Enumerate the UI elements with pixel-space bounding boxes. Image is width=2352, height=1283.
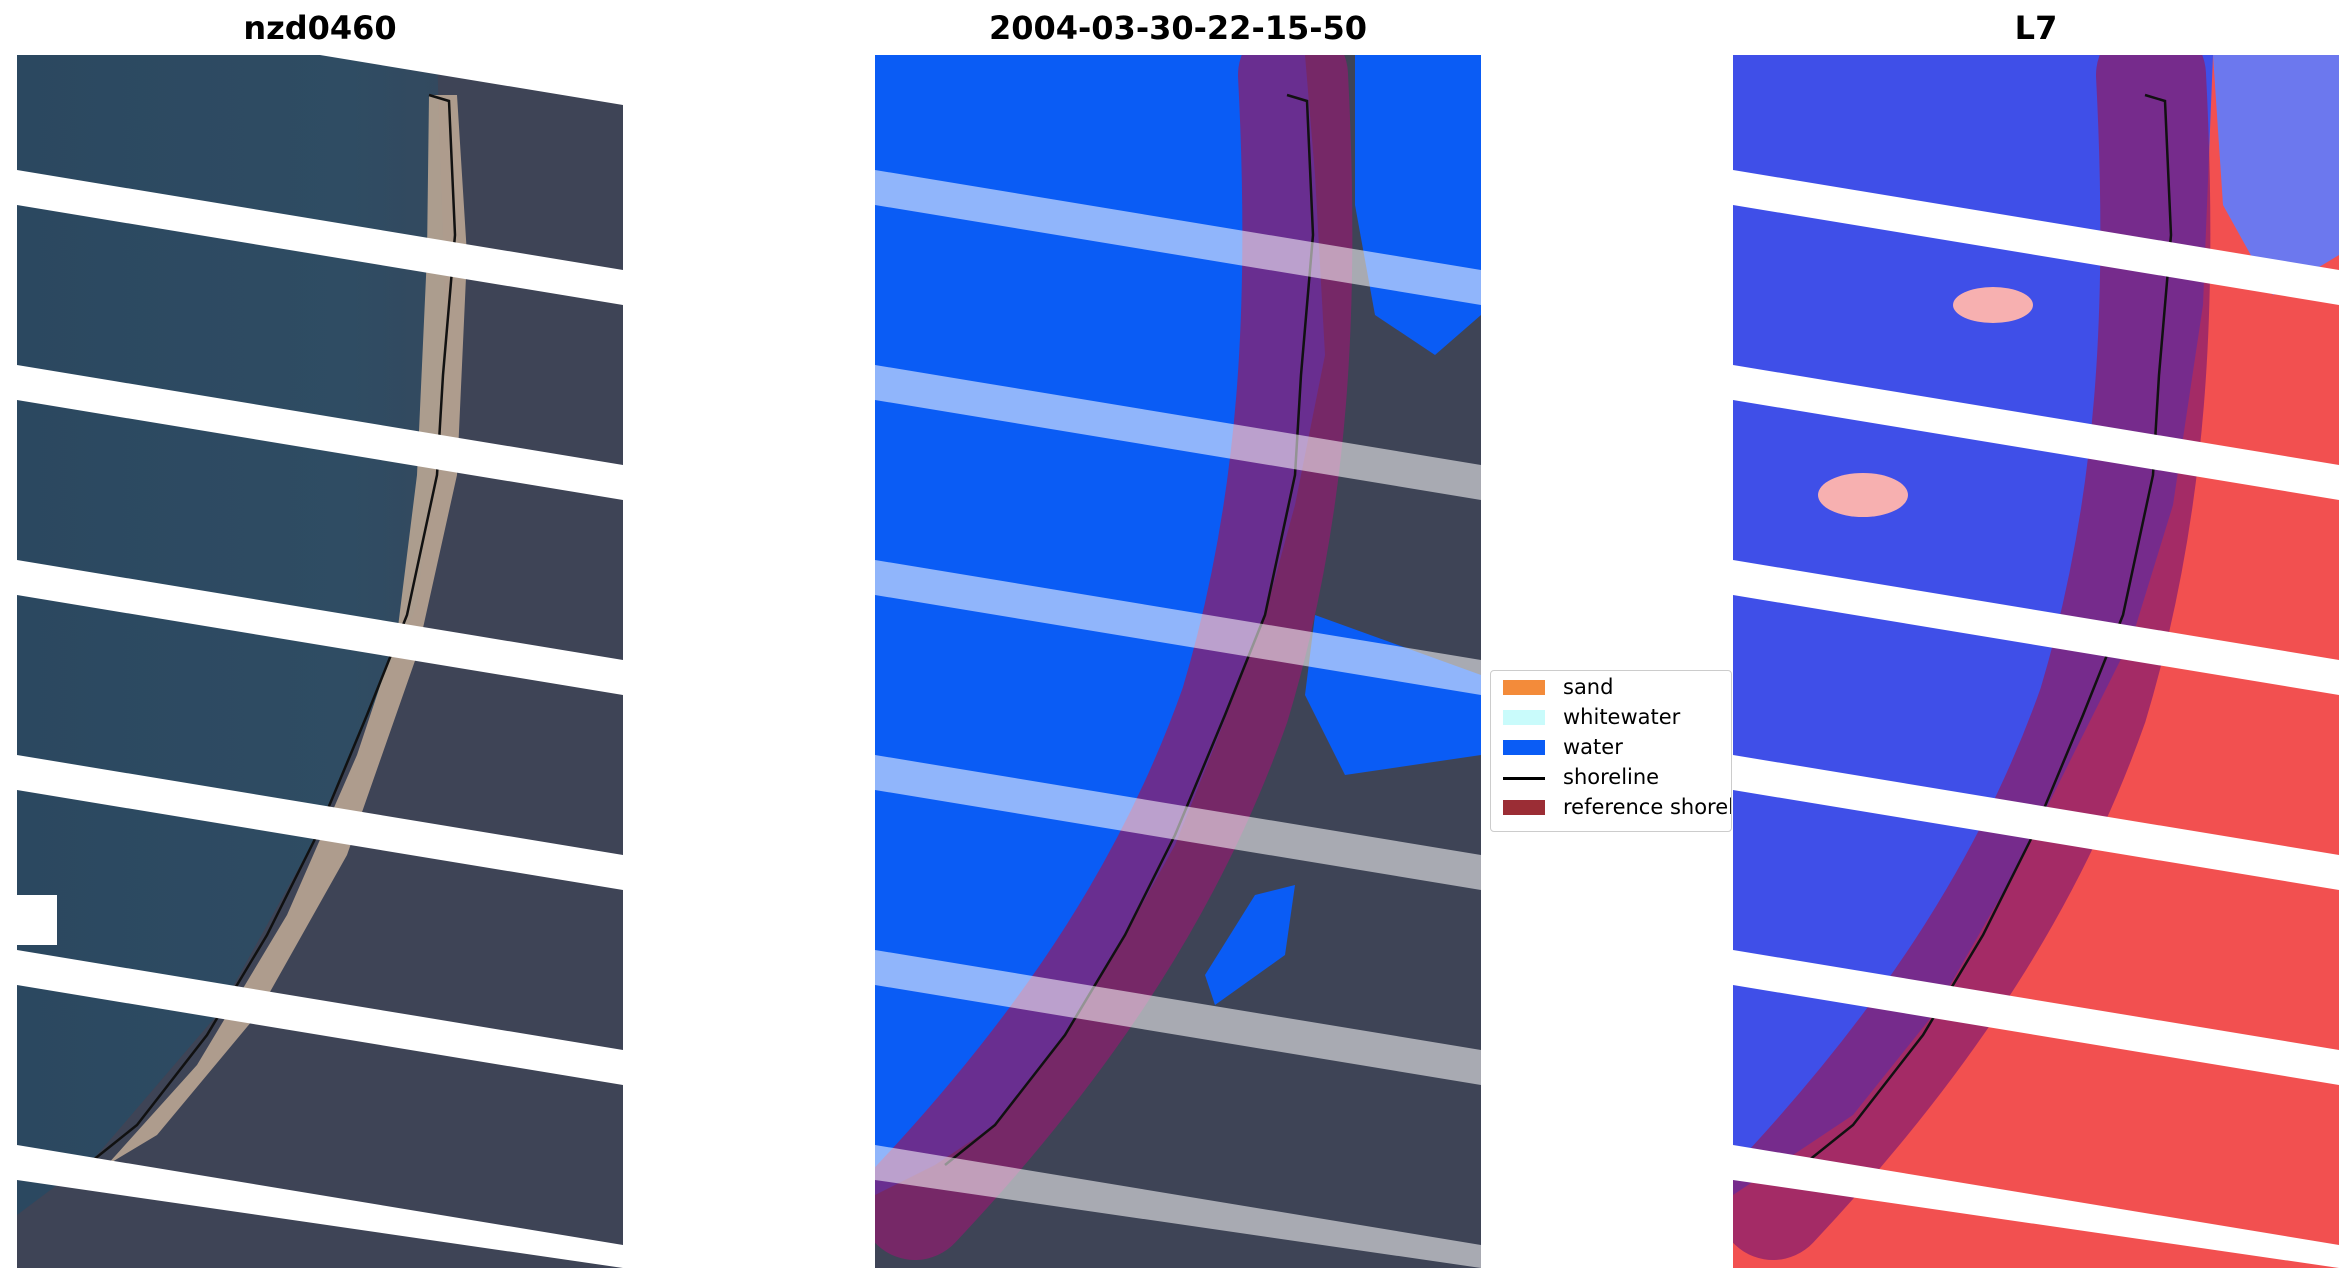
- classified-satellite-image: [875, 55, 1481, 1268]
- legend-swatch-shoreline: [1503, 777, 1545, 780]
- panel-title-classified: 2004-03-30-22-15-50: [988, 9, 1368, 47]
- sand-strip: [107, 95, 467, 1165]
- cloud-patch: [1953, 287, 2033, 323]
- scan-line-gaps: [1733, 170, 2339, 1268]
- legend-item-reference-shoreline: reference shoreline: [1497, 795, 1731, 819]
- detected-shoreline: [86, 93, 457, 1166]
- scan-line-gaps: [875, 170, 1481, 1268]
- legend-swatch-reference-shoreline: [1503, 800, 1545, 815]
- legend-swatch-whitewater: [1503, 710, 1545, 725]
- detected-shoreline: [1802, 93, 2173, 1166]
- legend-swatch-water: [1503, 740, 1545, 755]
- index-image-panel: [1733, 55, 2339, 1268]
- negative-index-lagoon: [2213, 55, 2339, 295]
- legend-label-shoreline: shoreline: [1563, 765, 1660, 789]
- legend-label-water: water: [1563, 735, 1623, 759]
- panel-title-index: L7: [2014, 9, 2058, 47]
- detected-shoreline: [944, 93, 1315, 1166]
- legend-item-whitewater: whitewater: [1497, 705, 1731, 729]
- scan-line-gaps: [17, 55, 623, 1268]
- rgb-image-panel: [17, 55, 623, 1268]
- legend-item-sand: sand: [1497, 675, 1731, 699]
- reference-shoreline-buffer: [1733, 55, 2211, 1260]
- legend: sand whitewater water shoreline referenc…: [1490, 670, 1732, 832]
- legend-item-shoreline: shoreline: [1497, 765, 1731, 789]
- panel-title-rgb: nzd0460: [243, 9, 397, 47]
- legend-label-sand: sand: [1563, 675, 1614, 699]
- legend-swatch-sand: [1503, 680, 1545, 695]
- cloud-patch: [1818, 473, 1908, 517]
- legend-item-water: water: [1497, 735, 1731, 759]
- legend-label-reference-shoreline: reference shoreline: [1563, 795, 1731, 819]
- legend-label-whitewater: whitewater: [1563, 705, 1681, 729]
- classified-water-inlet: [1205, 885, 1295, 1005]
- land-area: [17, 55, 623, 1268]
- classified-image-panel: [875, 55, 1481, 1268]
- reference-shoreline-buffer: [875, 55, 1353, 1260]
- rgb-satellite-image: [17, 55, 623, 1268]
- water-index-image: [1733, 55, 2339, 1268]
